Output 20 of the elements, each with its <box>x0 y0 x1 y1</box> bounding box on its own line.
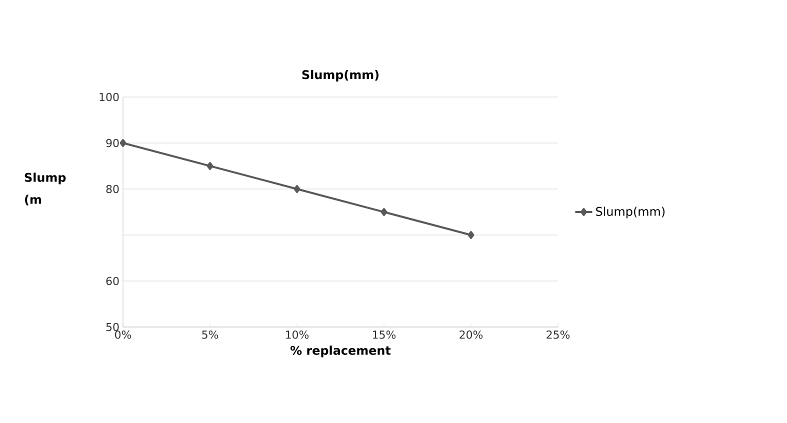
y-tick-label: 60 <box>106 276 119 286</box>
y-tick-label: 50 <box>106 322 119 332</box>
point <box>468 231 474 239</box>
y-tick-label: 90 <box>106 138 119 148</box>
point <box>294 185 300 193</box>
point <box>380 208 388 216</box>
x-tick-label: 0% <box>115 330 132 339</box>
y-tick-label: 80 <box>106 184 119 194</box>
chart-title: Slump(mm) <box>302 70 379 82</box>
x-axis-title: % replacement <box>290 346 391 358</box>
point <box>206 162 214 170</box>
legend-label: Slump(mm) <box>596 206 665 218</box>
x-tick-label: 10% <box>286 330 309 339</box>
x-tick-label: 15% <box>373 330 396 339</box>
point <box>120 139 126 147</box>
y-axis-title: Slump (m <box>24 172 66 206</box>
x-tick-label: 5% <box>202 330 218 339</box>
y-tick-label: 100 <box>100 92 119 102</box>
x-tick-label: 25% <box>546 330 570 339</box>
x-tick-label: 20% <box>460 330 483 339</box>
